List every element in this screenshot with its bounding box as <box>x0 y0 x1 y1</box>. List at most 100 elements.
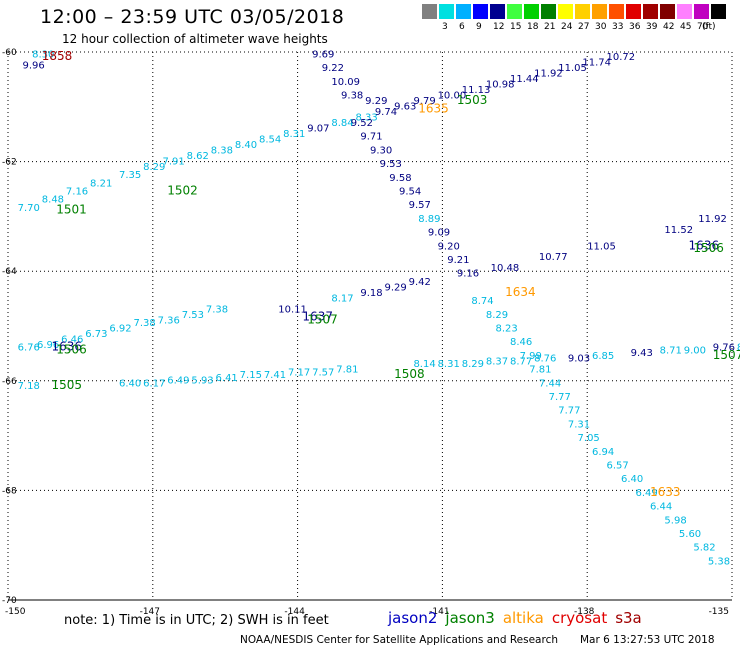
wave-height-value: 11.74 <box>582 58 611 69</box>
satellite-legend: jason2 jason3 altika cryosat s3a <box>388 609 650 627</box>
wave-height-value: 7.38 <box>133 318 155 329</box>
wave-height-value: 8.89 <box>418 214 440 225</box>
wave-height-value: 7.36 <box>158 315 180 326</box>
pass-time-label: 1636 <box>689 238 720 252</box>
wave-height-value: 9.74 <box>375 107 397 118</box>
wave-height-value: 9.09 <box>428 228 450 239</box>
wave-height-value: 6.85 <box>592 351 614 362</box>
wave-height-value: 9.29 <box>365 96 387 107</box>
scale-swatch <box>490 4 505 19</box>
scale-swatch <box>524 4 539 19</box>
wave-height-value: 8.77 <box>510 356 532 367</box>
wave-height-value: 6.94 <box>592 447 614 458</box>
wave-height-value: 10.48 <box>491 263 520 274</box>
wave-height-value: 9.52 <box>351 118 373 129</box>
lon-tick-label: -141 <box>429 607 449 617</box>
pass-time-label: 1507 <box>307 312 338 326</box>
legend-jason3: jason3 <box>445 609 495 627</box>
scale-label: 15 <box>510 22 522 32</box>
lat-tick-label: -66 <box>2 377 17 387</box>
wave-height-value: 5.93 <box>191 376 213 387</box>
pass-time-label: 1505 <box>51 378 82 392</box>
wave-height-value: 6.41 <box>216 373 238 384</box>
wave-height-value: 9.03 <box>568 354 590 365</box>
wave-height-value: 8.76 <box>534 354 556 365</box>
wave-height-value: 7.41 <box>264 370 286 381</box>
pass-time-label: 1634 <box>505 285 536 299</box>
scale-swatch <box>609 4 624 19</box>
lat-tick-label: -70 <box>2 596 17 606</box>
scale-label: 18 <box>527 22 539 32</box>
wave-height-value: 6.40 <box>119 378 141 389</box>
scale-label: 27 <box>578 22 590 32</box>
wave-height-value: 7.35 <box>119 170 141 181</box>
scale-swatch <box>626 4 641 19</box>
scale-swatch <box>558 4 573 19</box>
credit-text: NOAA/NESDIS Center for Satellite Applica… <box>240 634 558 646</box>
pass-time-label: 1637 <box>302 310 333 324</box>
legend-s3a: s3a <box>615 609 642 627</box>
wave-height-value: 8.29 <box>462 359 484 370</box>
wave-height-value: 9.00 <box>684 345 706 356</box>
scale-label: 24 <box>561 22 573 32</box>
wave-height-value: 7.81 <box>529 365 551 376</box>
lon-tick-label: -147 <box>140 607 160 617</box>
wave-height-value: 6.17 <box>143 378 165 389</box>
scale-swatch <box>422 4 437 19</box>
wave-height-value: 9.54 <box>399 186 421 197</box>
scale-unit: (ft) <box>702 22 716 32</box>
wave-height-value: 9.69 <box>312 49 334 60</box>
lon-tick-label: -135 <box>709 607 729 617</box>
pass-time-label: 1858 <box>42 49 73 63</box>
scale-swatch <box>575 4 590 19</box>
wave-height-value: 9.58 <box>389 173 411 184</box>
legend-altika: altika <box>502 609 544 627</box>
lon-tick-label: -150 <box>5 607 26 617</box>
wave-height-value: 6.44 <box>650 502 672 513</box>
scale-label: 12 <box>493 22 505 32</box>
wave-height-value: 7.31 <box>568 419 590 430</box>
wave-height-value: 11.44 <box>510 74 539 85</box>
wave-height-value: 9.63 <box>394 102 416 113</box>
wave-height-value: 6.40 <box>621 474 643 485</box>
wave-height-value: 5.38 <box>708 556 730 567</box>
wave-height-value: 10.11 <box>278 304 307 315</box>
wave-height-value: 8.62 <box>187 151 209 162</box>
scale-label: 3 <box>442 22 448 32</box>
scale-label: 30 <box>595 22 607 32</box>
wave-height-value: 9.07 <box>307 123 329 134</box>
wave-height-value: 11.52 <box>664 225 693 236</box>
wave-height-value: 10.09 <box>331 77 360 88</box>
wave-height-value: 5.82 <box>693 543 715 554</box>
wave-height-value: 8.29 <box>486 310 508 321</box>
scale-swatch <box>711 4 726 19</box>
scale-swatch <box>660 4 675 19</box>
wave-height-value: 7.57 <box>312 367 334 378</box>
wave-height-value: 8.46 <box>510 337 532 348</box>
wave-height-value: 9.57 <box>409 200 431 211</box>
wave-height-value: 5.98 <box>664 515 686 526</box>
wave-height-value: 8.38 <box>211 145 233 156</box>
wave-height-value: 11.05 <box>558 63 587 74</box>
scale-label: 9 <box>476 22 482 32</box>
wave-height-value: 7.17 <box>288 367 310 378</box>
wave-height-value: 8.31 <box>283 129 305 140</box>
pass-time-label: 1635 <box>418 101 449 115</box>
wave-height-value: 8.33 <box>356 113 378 124</box>
lon-tick-label: -138 <box>574 607 595 617</box>
page-subtitle: 12 hour collection of altimeter wave hei… <box>62 32 328 46</box>
wave-height-value: 7.91 <box>162 156 184 167</box>
wave-height-value: 6.49 <box>167 376 189 387</box>
lon-tick-label: -144 <box>284 607 305 617</box>
scale-label: 70 <box>697 22 709 32</box>
pass-time-label: 1508 <box>394 367 425 381</box>
wave-height-value: 8.71 <box>660 345 682 356</box>
wave-height-value: 10.98 <box>486 80 515 91</box>
wave-height-value: 7.70 <box>18 203 40 214</box>
wave-height-value: 9.22 <box>322 63 344 74</box>
scale-label: 36 <box>629 22 641 32</box>
wave-height-value: 7.38 <box>206 304 228 315</box>
wave-height-value: 9.53 <box>380 159 402 170</box>
